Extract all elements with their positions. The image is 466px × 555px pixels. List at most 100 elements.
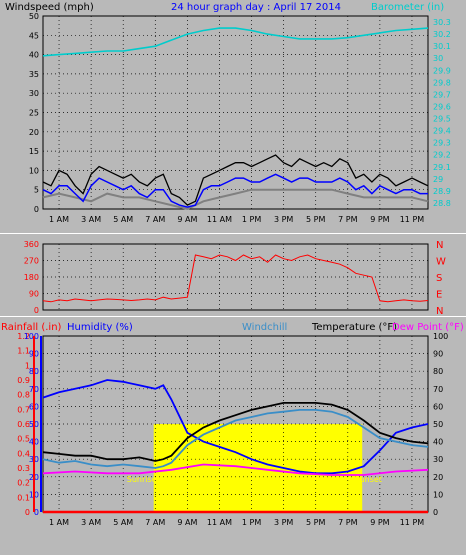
temperature-x-ticks: 1 AM 3 AM 5 AM 7 AM 9 AM 11 AM 1 PM 3 PM 5 PM 7 P… xyxy=(49,518,424,527)
rain-tick-label: 0.2 xyxy=(17,479,30,488)
wind-x-tick-label: 5 PM xyxy=(306,215,325,224)
direction-tick-label: 360 xyxy=(24,240,39,249)
temperature-tick-label: 90 xyxy=(433,350,443,359)
temperature-tick-label: 10 xyxy=(433,490,443,499)
barometer-line xyxy=(42,27,429,57)
panel-divider-2 xyxy=(0,316,466,317)
temperature-x-tick-label: 1 PM xyxy=(242,518,261,527)
wind-x-tick-label: 11 PM xyxy=(400,215,425,224)
compass-label: E xyxy=(436,290,442,301)
wind-x-tick-label: 7 AM xyxy=(145,215,165,224)
barometer-tick-label: 28.9 xyxy=(433,187,451,196)
rain-tick-label: 0 xyxy=(25,508,30,517)
barometer-y-ticks: 28.8 28.9 29 29.1 29.2 29.3 29.4 29.5 29.6 29.7 29… xyxy=(433,18,451,208)
direction-y-ticks: 0 90 180 270 360 xyxy=(24,240,39,315)
temperature-x-tick-label: 3 PM xyxy=(274,518,293,527)
wind-y-tick-label: 25 xyxy=(29,109,39,118)
rain-tick-label: 0.9 xyxy=(17,376,30,385)
compass-label: S xyxy=(436,273,442,284)
barometer-tick-label: 30.2 xyxy=(433,30,451,39)
legend-dewpoint: Dew Point (°F) xyxy=(392,322,464,333)
temperature-line xyxy=(42,401,429,462)
barometer-tick-label: 29.1 xyxy=(433,163,451,172)
legend-humidity: Humidity (%) xyxy=(67,322,133,333)
rain-tick-label: 0.1 xyxy=(17,493,30,502)
barometer-axis-title: Barometer (in) xyxy=(371,2,444,13)
temperature-tick-label: 30 xyxy=(433,455,443,464)
wind-direction-line xyxy=(42,254,429,303)
direction-series xyxy=(42,254,429,303)
temperature-tick-label: 40 xyxy=(433,438,443,447)
legend-temperature: Temperature (°F) xyxy=(311,322,397,333)
temperature-tick-label: 80 xyxy=(433,367,443,376)
compass-label: N xyxy=(436,240,443,251)
barometer-tick-label: 29 xyxy=(433,175,443,184)
humidity-axis-bar xyxy=(40,336,42,512)
temperature-tick-label: 100 xyxy=(433,332,448,341)
wind-x-tick-label: 5 AM xyxy=(113,215,133,224)
temperature-x-tick-label: 5 AM xyxy=(113,518,133,527)
temperature-x-tick-label: 11 AM xyxy=(207,518,232,527)
wind-x-tick-label: 9 AM xyxy=(177,215,197,224)
wind-x-tick-label: 11 AM xyxy=(207,215,232,224)
sunset-label: Sunset xyxy=(355,475,382,484)
barometer-tick-label: 30.1 xyxy=(433,42,451,51)
rain-tick-label: 0.6 xyxy=(17,420,30,429)
rain-axis-bar xyxy=(33,336,35,512)
wind-x-ticks: 1 AM 3 AM 5 AM 7 AM 9 AM 11 AM 1 PM 3 PM 5 PM 7 P… xyxy=(49,215,424,224)
humidity-tick-label: 100 xyxy=(24,332,39,341)
temperature-tick-label: 50 xyxy=(433,420,443,429)
rainfall-y-ticks: 0 0.1 0.2 0.3 0.4 0.5 0.6 0.7 0.8 0.9 1 1.1 1.2 xyxy=(17,332,30,517)
temperature-x-tick-label: 7 PM xyxy=(338,518,357,527)
barometer-tick-label: 29.3 xyxy=(433,139,451,148)
rain-tick-label: 1.2 xyxy=(17,332,30,341)
rain-tick-label: 0.5 xyxy=(17,435,30,444)
rain-tick-label: 1.1 xyxy=(17,347,30,356)
direction-tick-label: 90 xyxy=(29,290,39,299)
sunrise-label: Sunrise xyxy=(127,475,157,484)
barometer-tick-label: 29.4 xyxy=(433,127,451,136)
wind-y-tick-label: 30 xyxy=(29,89,39,98)
temperature-x-tick-label: 7 AM xyxy=(145,518,165,527)
wind-y-tick-label: 5 xyxy=(34,186,39,195)
direction-tick-label: 180 xyxy=(24,273,39,282)
temperature-x-tick-label: 1 AM xyxy=(49,518,69,527)
wind-y-tick-label: 35 xyxy=(29,70,39,79)
wind-y-tick-label: 45 xyxy=(29,31,39,40)
wind-grid xyxy=(43,16,428,209)
rain-tick-label: 0.3 xyxy=(17,464,30,473)
temperature-tick-label: 70 xyxy=(433,385,443,394)
temperature-x-tick-label: 5 PM xyxy=(306,518,325,527)
temperature-x-tick-label: 3 AM xyxy=(81,518,101,527)
barometer-tick-label: 29.7 xyxy=(433,90,451,99)
wind-y-tick-label: 10 xyxy=(29,166,39,175)
wind-gust-black-line xyxy=(42,154,429,206)
wind-y-tick-label: 50 xyxy=(29,12,39,21)
humidity-tick-label: 0 xyxy=(34,508,39,517)
wind-y-tick-label: 15 xyxy=(29,147,39,156)
rain-tick-label: 0.4 xyxy=(17,449,30,458)
temperature-tick-label: 60 xyxy=(433,402,443,411)
wind-y-ticks: 0 5 10 15 20 25 30 35 40 45 50 xyxy=(29,12,39,214)
direction-tick-label: 270 xyxy=(24,257,39,266)
wind-x-tick-label: 1 PM xyxy=(242,215,261,224)
wind-series xyxy=(42,27,429,211)
wind-y-tick-label: 0 xyxy=(34,205,39,214)
wind-gust-gray-line xyxy=(42,188,429,211)
barometer-tick-label: 28.8 xyxy=(433,199,451,208)
compass-label: N xyxy=(436,306,443,317)
barometer-tick-label: 29.6 xyxy=(433,102,451,111)
temperature-y-ticks: 0 10 20 30 40 50 60 70 80 90 100 xyxy=(433,332,448,517)
temperature-tick-label: 0 xyxy=(433,508,438,517)
wind-x-tick-label: 1 AM xyxy=(49,215,69,224)
rain-tick-label: 0.7 xyxy=(17,405,30,414)
temperature-x-tick-label: 11 PM xyxy=(400,518,425,527)
barometer-tick-label: 30 xyxy=(433,54,443,63)
humidity-line xyxy=(42,379,429,475)
compass-label: W xyxy=(436,257,446,268)
wind-x-tick-label: 3 AM xyxy=(81,215,101,224)
wind-x-tick-label: 3 PM xyxy=(274,215,293,224)
